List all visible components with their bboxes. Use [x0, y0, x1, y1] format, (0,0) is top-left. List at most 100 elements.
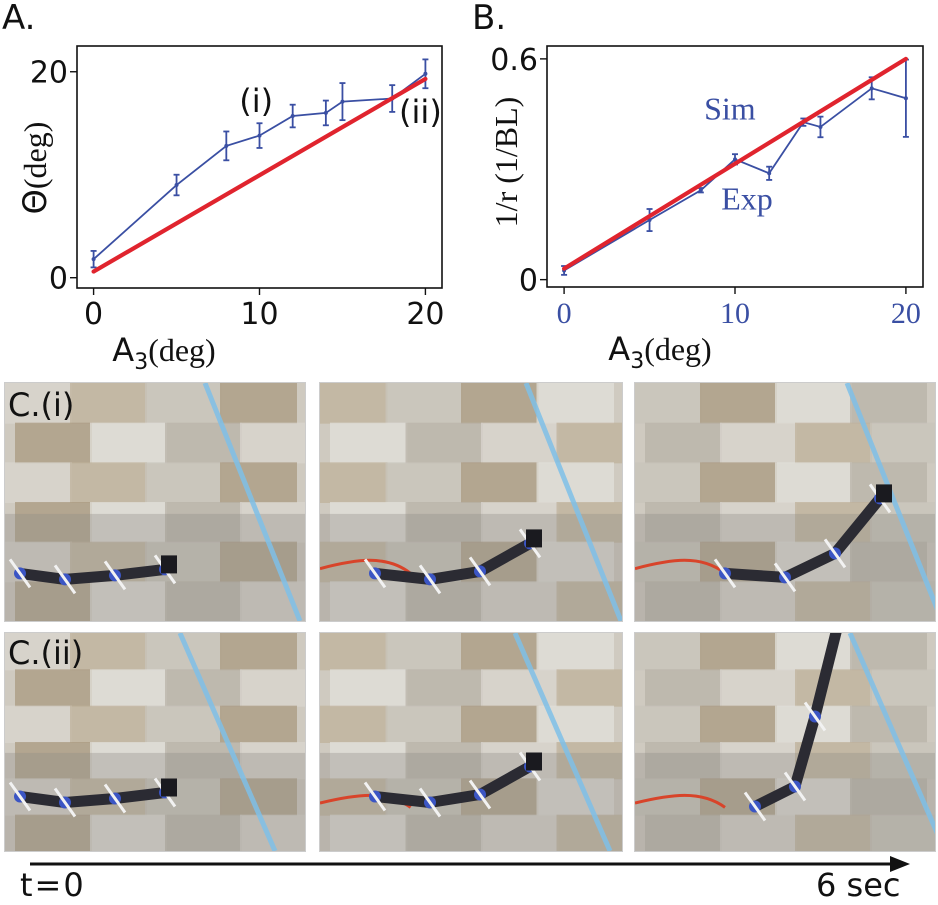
x-tick-label: 20	[406, 297, 444, 332]
floor-tile	[165, 502, 242, 543]
floor-tile	[870, 581, 935, 621]
floor-tile	[145, 462, 222, 503]
shadow-mat	[320, 752, 622, 851]
robot-leg	[773, 562, 797, 593]
floor-tile	[720, 422, 797, 464]
y-tick-label: 0	[49, 262, 68, 297]
robot-head	[526, 529, 542, 548]
data-point	[340, 99, 345, 104]
robot-leg	[783, 771, 807, 802]
y-axis-label: Θ(deg)	[16, 122, 54, 215]
floor-tile	[70, 383, 147, 424]
floor-tile	[405, 502, 483, 543]
floor-tile	[700, 462, 777, 503]
data-point	[323, 110, 328, 115]
floor-tile	[405, 669, 483, 707]
floor-tile	[220, 462, 297, 503]
floor-tile	[5, 462, 72, 503]
floor-tile	[536, 462, 614, 503]
photo-ii-3	[634, 632, 936, 852]
floor-tile	[645, 581, 722, 621]
panel-ci-label: C.(i)	[8, 386, 75, 424]
floor-tile	[870, 422, 935, 464]
robot-leg	[8, 558, 32, 589]
shadow-mat	[635, 513, 935, 621]
floor-tile	[536, 778, 614, 816]
floor-tile	[536, 633, 614, 671]
floor-tile	[461, 462, 539, 503]
floor-tile	[405, 742, 483, 780]
robot-body	[749, 633, 842, 812]
y-tick-label: 0	[519, 264, 538, 299]
floor-tile	[645, 742, 722, 780]
robot-snapshot	[5, 633, 305, 851]
panel-cii-label: C.(ii)	[8, 634, 84, 672]
floor-tile	[645, 422, 722, 464]
data-point	[224, 143, 229, 148]
data-point	[257, 133, 262, 138]
floor-tile	[330, 502, 408, 543]
floor-tile	[556, 814, 622, 851]
floor-tile	[90, 422, 167, 464]
floor-tile	[645, 669, 722, 707]
panel-a-label: A.	[2, 0, 36, 38]
floor-tile	[15, 502, 92, 543]
photo-i-1	[4, 382, 306, 622]
x-tick-label: 0	[84, 297, 103, 332]
robot-head	[161, 778, 177, 797]
data-point	[290, 114, 295, 119]
floor-tile	[536, 383, 614, 424]
robot-leg	[468, 779, 492, 810]
floor-tile	[220, 633, 297, 671]
x-axis-label: A3(deg)	[112, 331, 215, 370]
robot-body	[14, 787, 171, 808]
chart-a: 0 10 20 0 20 (i) (ii) A3(deg) Θ(deg)	[16, 45, 445, 370]
robot-leg	[8, 781, 32, 812]
floor-tile	[720, 669, 797, 707]
floor-tile	[165, 581, 242, 621]
floor-tile	[635, 383, 702, 424]
y-tick-label: 20	[30, 56, 68, 91]
floor-tile	[775, 462, 852, 503]
data-point	[174, 183, 179, 188]
floor-tile	[15, 422, 92, 464]
floor-tile	[720, 581, 797, 621]
robot-leg	[363, 781, 387, 812]
floor-tile	[461, 705, 539, 743]
timeline-end-label: 6 sec	[816, 866, 901, 904]
robot-leg	[363, 558, 387, 589]
robot-leg	[103, 560, 127, 591]
floor-tile	[70, 705, 147, 743]
y-axis-label: 1/r (1/BL)	[488, 97, 524, 228]
floor-tile	[385, 705, 463, 743]
floor-tile	[405, 422, 483, 464]
floor-tile	[5, 633, 72, 671]
data-point	[698, 188, 703, 193]
floor-tile	[645, 502, 722, 543]
simulation-line	[91, 76, 428, 274]
chart-b: 0 10 20 0 0.6 Sim Exp A3(deg) 1/r (1/BL)	[488, 43, 924, 370]
floor-tile	[795, 669, 872, 707]
floor-tile	[15, 669, 92, 707]
blue-tape-line	[523, 383, 622, 621]
floor-tile	[145, 705, 222, 743]
robot-leg	[418, 564, 442, 595]
floor-tile	[90, 814, 167, 851]
floor-tile	[635, 633, 702, 671]
floor-tile	[461, 383, 539, 424]
floor-tile	[240, 422, 305, 464]
robot-snapshot	[635, 383, 935, 621]
floor-tile	[405, 581, 483, 621]
floor-tile	[330, 422, 408, 464]
robot-leg	[803, 701, 827, 732]
floor-tile	[700, 633, 777, 671]
floor-tile	[700, 383, 777, 424]
floor-tile	[635, 462, 702, 503]
photo-i-3	[634, 382, 936, 622]
robot-leg	[468, 556, 492, 587]
floor-tile	[220, 705, 297, 743]
floor-tile	[870, 814, 935, 851]
floor-tile	[15, 581, 92, 621]
floor-tile	[320, 462, 388, 503]
robot-leg	[53, 564, 77, 595]
